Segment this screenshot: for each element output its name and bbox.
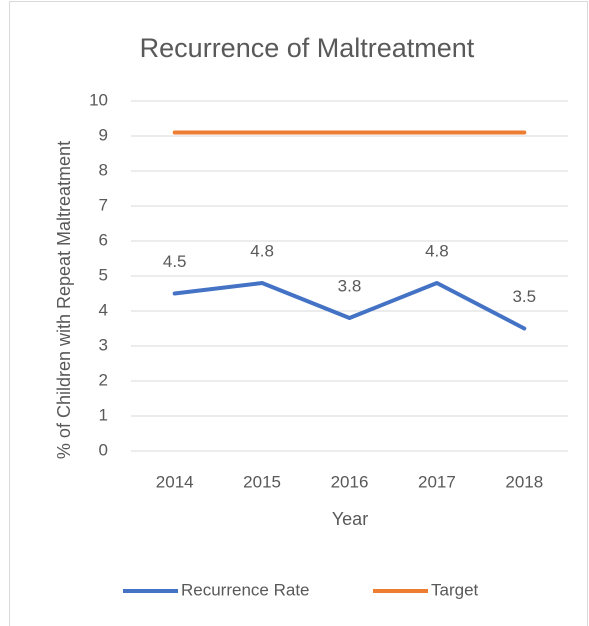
y-tick-label: 6: [99, 230, 108, 249]
data-label: 4.8: [250, 241, 274, 260]
data-label: 3.8: [338, 276, 362, 295]
data-label: 3.5: [512, 287, 536, 306]
x-tick-label: 2014: [156, 472, 194, 491]
chart-border: [9, 1, 588, 626]
x-tick-label: 2015: [243, 472, 281, 491]
y-tick-label: 10: [89, 90, 108, 109]
y-axis-label: % of Children with Repeat Maltreatment: [54, 141, 74, 459]
x-tick-label: 2017: [418, 472, 456, 491]
data-label: 4.8: [425, 241, 449, 260]
y-tick-label: 3: [99, 335, 108, 354]
y-tick-label: 7: [99, 195, 108, 214]
data-label: 4.5: [163, 252, 187, 271]
y-tick-label: 5: [99, 265, 108, 284]
y-tick-label: 1: [99, 405, 108, 424]
x-axis-label: Year: [332, 509, 368, 529]
legend-label: Recurrence Rate: [181, 580, 310, 599]
y-tick-label: 4: [99, 300, 108, 319]
y-tick-label: 9: [99, 125, 108, 144]
y-tick-label: 2: [99, 370, 108, 389]
x-tick-label: 2016: [331, 472, 369, 491]
legend-label: Target: [431, 580, 479, 599]
y-tick-label: 0: [99, 440, 108, 459]
series-line: [172, 281, 527, 331]
x-tick-label: 2018: [505, 472, 543, 491]
y-tick-label: 8: [99, 160, 108, 179]
chart-title: Recurrence of Maltreatment: [140, 33, 475, 63]
